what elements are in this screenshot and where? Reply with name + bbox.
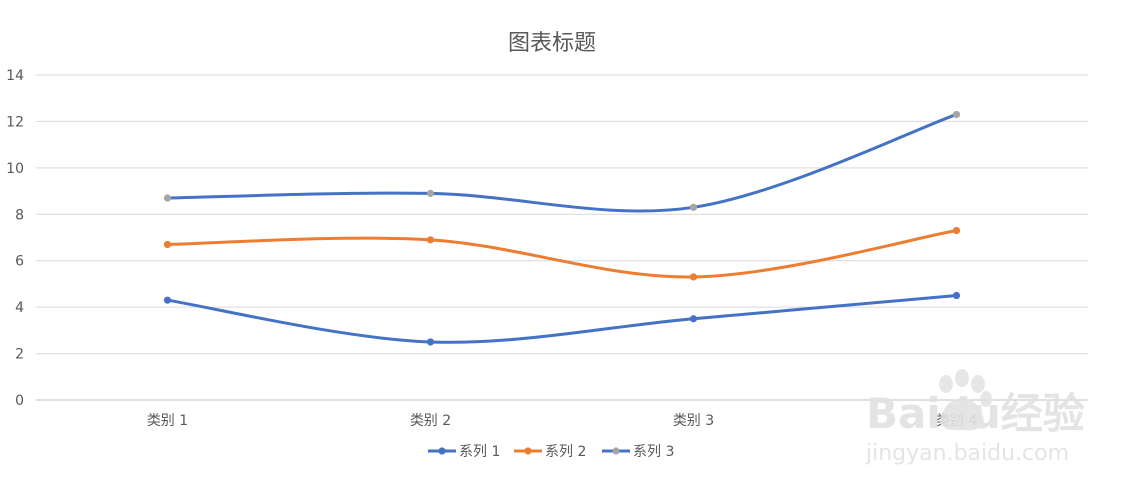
data-point (952, 226, 961, 235)
series-markers (163, 110, 961, 346)
series-line-2 (166, 229, 958, 279)
data-point (952, 291, 961, 300)
watermark: Baidu经验 jingyan.baidu.com (865, 369, 1085, 466)
y-tick-label: 2 (15, 347, 24, 363)
x-axis-ticks: 类别 1类别 2类别 3类别 4 (147, 413, 977, 429)
legend-swatch-marker (612, 447, 620, 455)
watermark-url: jingyan.baidu.com (865, 441, 1069, 466)
data-point (689, 273, 698, 281)
legend-label: 系列 2 (545, 444, 586, 460)
paw-logo-icon (939, 369, 992, 431)
y-tick-label: 4 (15, 300, 24, 316)
y-axis-ticks: 0 2 4 6 8 10 12 14 (6, 68, 24, 409)
data-point (163, 240, 172, 249)
data-point (689, 315, 698, 323)
y-tick-label: 0 (15, 393, 24, 409)
series-lines (166, 112, 958, 344)
y-tick-label: 14 (6, 68, 24, 84)
chart-title: 图表标题 (508, 31, 596, 56)
legend-swatch-marker (438, 447, 446, 455)
watermark-brand: Baidu经验 (866, 389, 1085, 438)
legend-item-2[interactable]: 系列 2 (514, 444, 586, 460)
y-tick-label: 10 (6, 161, 24, 177)
legend[interactable]: 系列 1 系列 2 系列 3 (428, 444, 674, 460)
series-line-3 (166, 112, 958, 213)
series-line-1 (166, 294, 958, 344)
legend-label: 系列 1 (459, 444, 500, 460)
legend-swatch-marker (524, 447, 532, 455)
y-tick-label: 6 (15, 254, 24, 270)
data-point (689, 203, 698, 211)
legend-item-3[interactable]: 系列 3 (602, 444, 674, 460)
x-tick-label: 类别 2 (410, 413, 451, 429)
data-point (163, 194, 172, 202)
legend-item-1[interactable]: 系列 1 (428, 444, 500, 460)
legend-label: 系列 3 (633, 444, 674, 460)
x-tick-label: 类别 3 (673, 413, 714, 429)
data-point (426, 236, 435, 244)
data-point (426, 338, 435, 346)
data-point (426, 189, 435, 197)
data-point (952, 110, 961, 119)
data-point (163, 296, 172, 304)
y-tick-label: 12 (6, 114, 24, 130)
y-tick-label: 8 (15, 207, 24, 223)
x-tick-label: 类别 1 (147, 413, 188, 429)
